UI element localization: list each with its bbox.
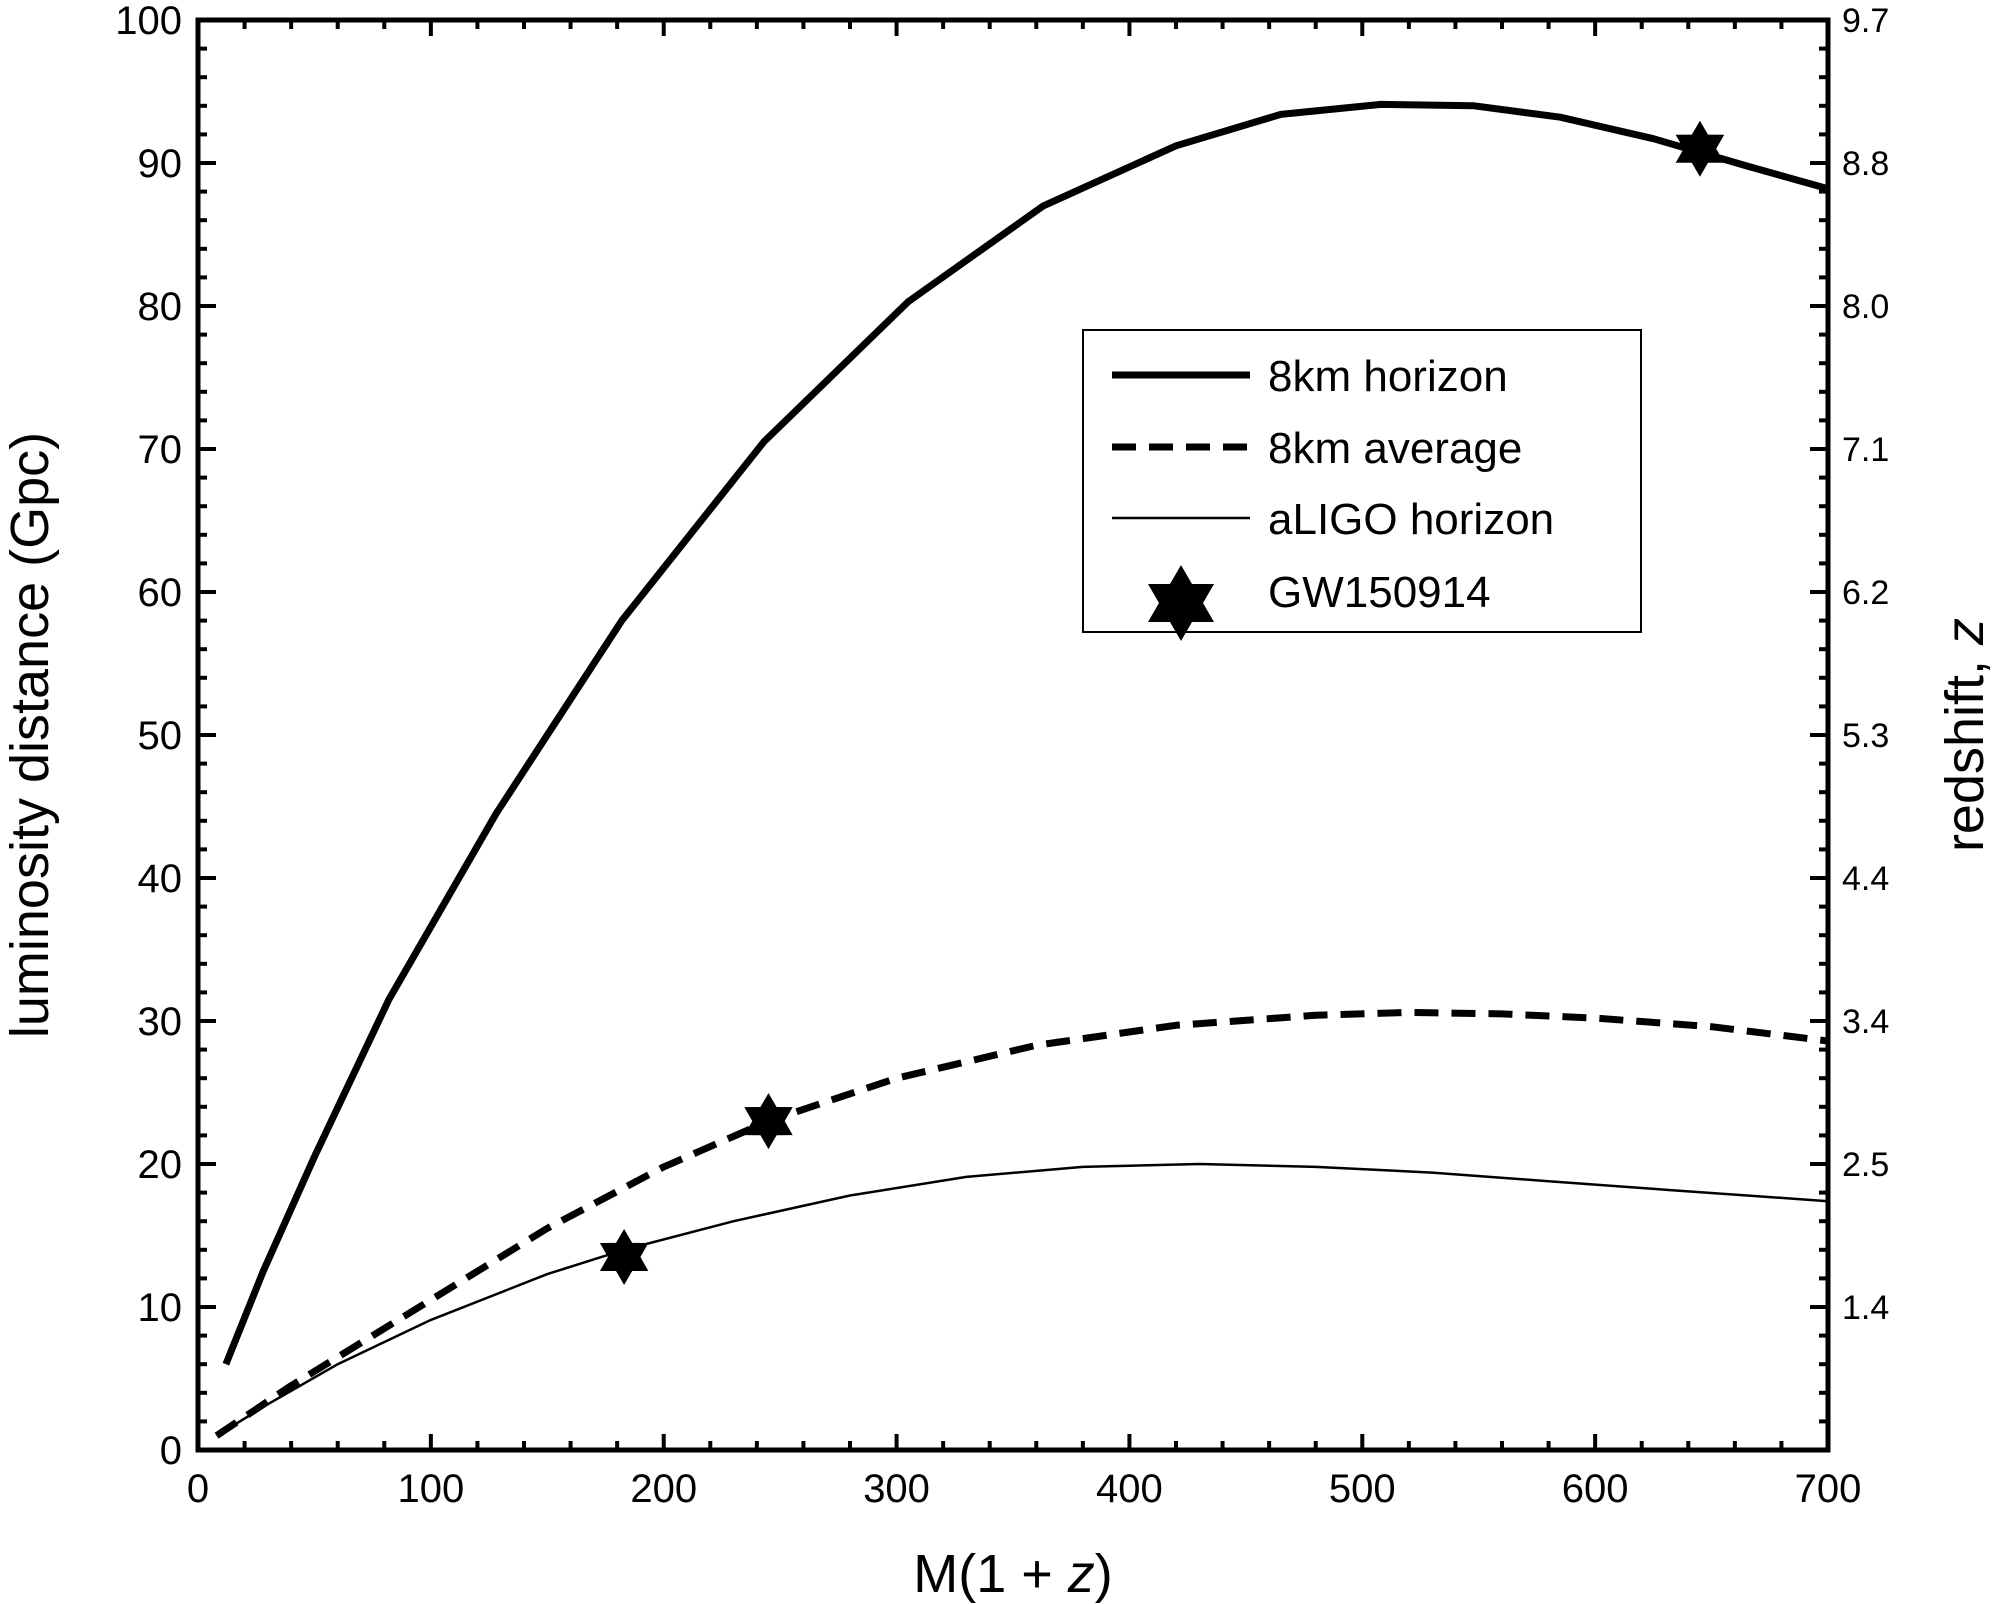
x-axis-title: M(1 + z) (913, 1544, 1113, 1604)
marker-layer (599, 120, 1725, 1285)
y2-tick-label-8-0: 8.0 (1842, 288, 1889, 326)
x-axis-title-variable: z (1067, 1544, 1095, 1604)
y2-tick-label-8-8: 8.8 (1842, 145, 1889, 183)
y2-tick-label-7-1: 7.1 (1842, 431, 1889, 469)
y2-axis-title-variable: z (1935, 618, 1995, 646)
marker-gw150914-2 (1675, 120, 1725, 177)
y2-axis-title: redshift, z (1935, 618, 1995, 852)
y2-tick-label-1-4: 1.4 (1842, 1289, 1889, 1327)
tick-layer: 0 100 200 300 400 500 600 700 0 10 20 30 40 50 60 70 80 9… (115, 0, 1889, 1511)
y2-tick-label-6-2: 6.2 (1842, 574, 1889, 612)
x-axis-title-suffix: ) (1095, 1544, 1113, 1604)
series-line-aligo-horizon (215, 1162, 1829, 1437)
y-tick-label-30: 30 (138, 1000, 183, 1044)
legend-label-8km-average: 8km average (1268, 424, 1522, 473)
y-tick-label-10: 10 (138, 1286, 183, 1330)
x-tick-label-0: 0 (187, 1467, 209, 1511)
y-tick-label-80: 80 (138, 285, 183, 329)
y-tick-label-70: 70 (138, 428, 183, 472)
series-line-8km-average (214, 1008, 1829, 1439)
y-tick-label-60: 60 (138, 571, 183, 615)
y2-tick-label-4-4: 4.4 (1842, 860, 1889, 898)
y-tick-label-40: 40 (138, 857, 183, 901)
series-line-8km-horizon (222, 100, 1829, 1366)
y-axis-title: luminosity distance (Gpc) (0, 432, 60, 1038)
x-tick-label-300: 300 (863, 1467, 930, 1511)
legend-label-aligo-horizon: aLIGO horizon (1268, 495, 1554, 544)
marker-gw150914-0 (599, 1229, 649, 1285)
x-tick-label-100: 100 (397, 1467, 464, 1511)
legend-label-gw150914: GW150914 (1268, 568, 1491, 617)
x-tick-label-400: 400 (1096, 1467, 1163, 1511)
x-tick-label-500: 500 (1329, 1467, 1396, 1511)
y-tick-label-20: 20 (138, 1143, 183, 1187)
y-tick-label-90: 90 (138, 142, 183, 186)
legend: 8km horizon 8km average aLIGO horizon GW… (1082, 329, 1642, 641)
plot-frame (195, 17, 1831, 1453)
x-axis-title-prefix: M(1 + (913, 1544, 1068, 1604)
legend-label-8km-horizon: 8km horizon (1268, 352, 1508, 401)
y2-axis-title-prefix: redshift, (1935, 645, 1995, 852)
y-tick-label-0: 0 (160, 1429, 182, 1473)
legend-marker-gw150914 (1148, 565, 1214, 641)
y2-tick-label-5-3: 5.3 (1842, 717, 1889, 755)
y2-tick-label-3-4: 3.4 (1842, 1003, 1889, 1041)
y-tick-label-100: 100 (115, 0, 182, 43)
x-tick-label-200: 200 (630, 1467, 697, 1511)
x-tick-label-700: 700 (1795, 1467, 1862, 1511)
y2-tick-label-9-7: 9.7 (1842, 2, 1889, 40)
series-layer (214, 100, 1829, 1439)
y-tick-label-50: 50 (138, 714, 183, 758)
y2-tick-label-2-5: 2.5 (1842, 1146, 1889, 1184)
marker-gw150914-1 (744, 1093, 793, 1150)
x-tick-label-600: 600 (1562, 1467, 1629, 1511)
